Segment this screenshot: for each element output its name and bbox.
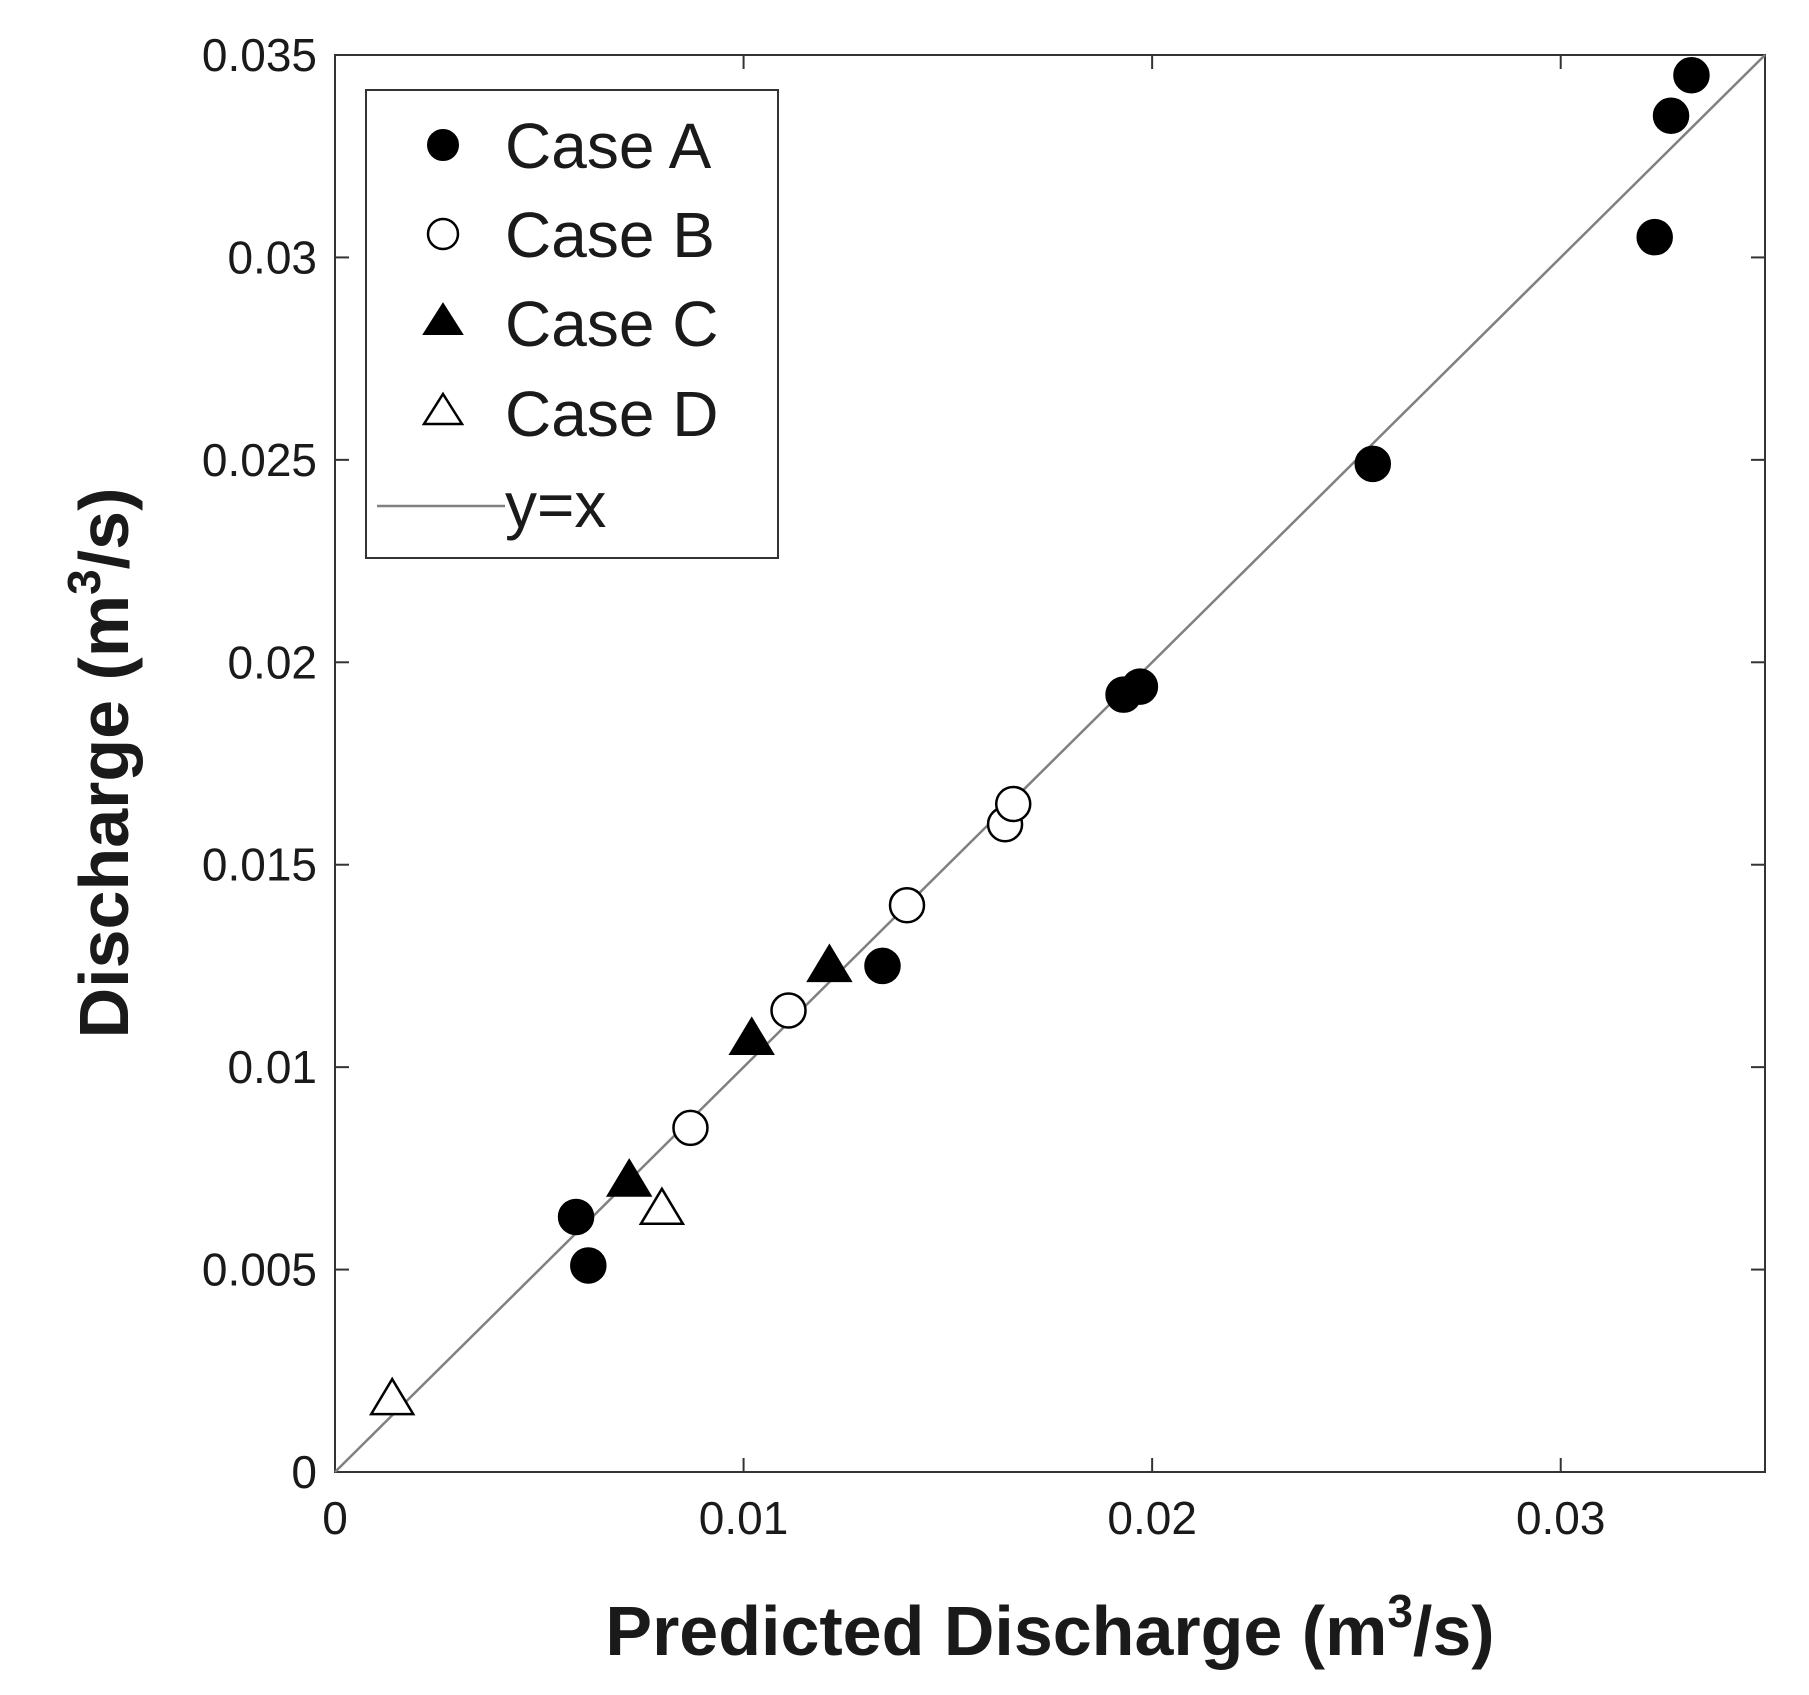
y-axis-title: Discharge (m3/s) — [58, 488, 143, 1039]
axis-ticks: 0 0.01 0.02 0.03 0 0.005 0.01 0.015 0.02 0.025 0.0… — [202, 29, 1765, 1544]
y-axis-title-superscript: 3 — [58, 569, 110, 595]
data-point-case-a — [1121, 668, 1159, 705]
x-tick-label: 0.03 — [1516, 1492, 1606, 1544]
y-tick-label: 0.005 — [202, 1244, 317, 1296]
legend-label-case-a: Case A — [505, 110, 712, 182]
data-point-case-a — [1673, 56, 1710, 94]
data-point-case-a — [557, 1198, 595, 1236]
legend-label-case-b: Case B — [505, 199, 715, 271]
x-axis-title: Predicted Discharge (m3/s) — [605, 1585, 1494, 1670]
data-point-case-b — [994, 785, 1032, 823]
data-point-case-d — [368, 1376, 416, 1416]
data-point-case-b — [770, 992, 807, 1029]
x-tick-label: 0.02 — [1107, 1492, 1197, 1544]
data-point-case-a — [1652, 97, 1690, 134]
x-axis-title-main: Predicted Discharge (m — [605, 1592, 1387, 1670]
x-axis-title-end: /s) — [1413, 1592, 1495, 1670]
data-point-case-a — [1636, 218, 1673, 256]
y-tick-label: 0.025 — [202, 434, 317, 486]
data-point-case-a — [864, 947, 901, 985]
x-axis-title-superscript: 3 — [1387, 1585, 1413, 1637]
legend-marker-case-a — [427, 129, 459, 161]
y-tick-label: 0.015 — [202, 839, 317, 891]
y-tick-label: 0.02 — [227, 636, 317, 688]
reference-line-y-equals-x — [334, 54, 1766, 1473]
y-tick-label: 0.01 — [227, 1041, 317, 1093]
data-point-case-c — [605, 1158, 653, 1197]
legend-label-case-d: Case D — [505, 378, 718, 450]
data-markers — [368, 56, 1710, 1416]
legend: Case A Case B Case C Case D y=x — [365, 89, 779, 559]
legend-label-case-c: Case C — [505, 288, 718, 360]
legend-marker-case-d — [421, 391, 465, 426]
legend-marker-case-c — [422, 302, 464, 335]
y-tick-label: 0 — [291, 1446, 317, 1498]
x-tick-label: 0.01 — [699, 1492, 789, 1544]
data-point-case-b — [888, 886, 926, 924]
data-point-case-b — [672, 1109, 709, 1147]
y-tick-label: 0.03 — [227, 231, 317, 283]
data-point-case-d — [638, 1186, 686, 1226]
legend-marker-case-b — [426, 217, 460, 251]
y-tick-label: 0.035 — [202, 29, 317, 81]
y-axis-title-end: /s) — [65, 488, 143, 570]
y-axis-title-main: Discharge (m — [65, 595, 143, 1038]
data-point-case-a — [1354, 445, 1392, 483]
legend-label-y-equals-x: y=x — [505, 469, 606, 541]
x-tick-label: 0 — [322, 1492, 348, 1544]
data-point-case-a — [570, 1247, 607, 1284]
data-point-case-c — [806, 943, 853, 983]
data-point-case-c — [728, 1016, 775, 1056]
